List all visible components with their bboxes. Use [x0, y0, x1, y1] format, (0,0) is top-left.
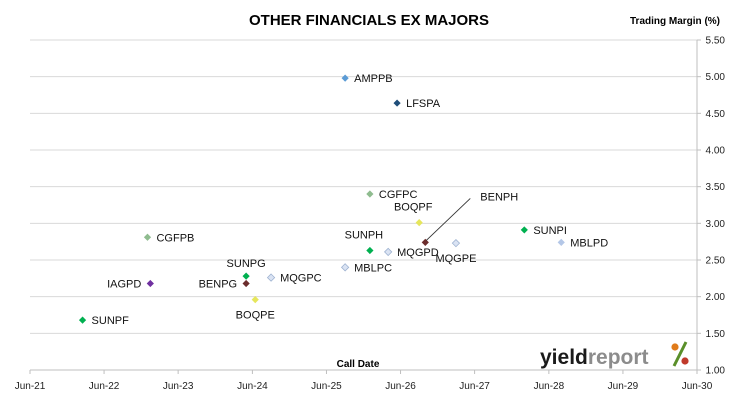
x-tick-label: Jun-29: [608, 381, 639, 392]
point-label-sunpi: SUNPI: [533, 225, 567, 237]
point-label-mqgpe: MQGPE: [435, 253, 476, 265]
point-label-boqpe: BOQPE: [236, 310, 275, 322]
point-mqgpc: [266, 273, 276, 282]
x-tick-label: Jun-30: [682, 381, 713, 392]
point-boqpe: [251, 296, 259, 304]
axes: 1.00 1.50 2.00 2.50 3.00 3.50 4.00 4.50 5.00 5.50…: [15, 36, 726, 393]
gridlines: [30, 39, 697, 371]
x-tick-label: Jun-21: [15, 381, 46, 392]
point-label-cgfpb: CGFPB: [156, 232, 194, 244]
point-label-cgfpc: CGFPC: [379, 189, 418, 201]
point-mqgpd: [383, 247, 393, 257]
point-label-boqpf: BOQPF: [394, 202, 433, 214]
x-tick-label: Jun-27: [459, 381, 490, 392]
point-label-benph: BENPH: [480, 191, 518, 203]
svg-text:yieldreport: yieldreport: [540, 346, 649, 369]
point-label-sunpg: SUNPG: [227, 258, 266, 270]
x-tick-label: Jun-24: [237, 381, 268, 392]
y-tick-label: 5.50: [706, 36, 726, 47]
y-tick-label: 1.50: [706, 329, 726, 340]
point-benph: [421, 238, 429, 246]
y-tick-label: 2.00: [706, 292, 726, 303]
point-cgfpb: [143, 233, 152, 241]
chart-title: OTHER FINANCIALS EX MAJORS: [249, 12, 489, 29]
point-sunpi: [520, 226, 528, 234]
point-sunpf: [78, 316, 87, 324]
logo-text-report: report: [588, 346, 649, 369]
point-benpg: [242, 279, 250, 288]
point-label-sunph: SUNPH: [345, 229, 384, 241]
point-label-iagpd: IAGPD: [107, 278, 141, 290]
point-label-amppb: AMPPB: [354, 73, 393, 85]
x-axis-title: Call Date: [337, 359, 380, 370]
y-tick-label: 2.50: [706, 256, 726, 267]
y-tick-label: 4.00: [706, 146, 726, 157]
y-tick-label: 5.00: [706, 72, 726, 83]
x-tick-label: Jun-25: [311, 381, 342, 392]
logo-text-yield: yield: [540, 346, 588, 369]
point-mqgpe: [451, 238, 461, 248]
y-tick-label: 4.50: [706, 109, 726, 120]
point-boqpf: [415, 219, 423, 227]
point-label-benpg: BENPG: [199, 278, 238, 290]
point-label-mqgpc: MQGPC: [280, 273, 322, 285]
y-axis-title: Trading Margin (%): [630, 16, 720, 27]
x-tick-label: Jun-22: [89, 381, 120, 392]
point-sunpg: [242, 272, 250, 280]
x-tick-label: Jun-28: [534, 381, 565, 392]
point-lfspa: [393, 99, 401, 107]
point-label-sunpf: SUNPF: [92, 315, 130, 327]
point-label-mblpc: MBLPC: [354, 262, 392, 274]
x-tick-label: Jun-23: [163, 381, 194, 392]
point-label-mblpd: MBLPD: [570, 237, 608, 249]
point-label-lfspa: LFSPA: [406, 98, 441, 110]
point-sunph: [366, 246, 374, 255]
y-tick-label: 3.50: [706, 182, 726, 193]
yieldreport-logo: yieldreport: [540, 341, 689, 369]
point-label-mqgpd: MQGPD: [397, 247, 439, 259]
point-cgfpc: [366, 190, 374, 198]
point-amppb: [341, 74, 349, 82]
y-tick-label: 1.00: [706, 366, 726, 377]
percent-logo-icon: [671, 341, 689, 367]
leader-line-benph: [425, 198, 471, 241]
y-tick-label: 3.00: [706, 219, 726, 230]
point-iagpd: [146, 279, 154, 288]
point-mblpc: [340, 263, 350, 272]
x-tick-label: Jun-26: [385, 381, 416, 392]
point-mblpd: [557, 238, 565, 246]
